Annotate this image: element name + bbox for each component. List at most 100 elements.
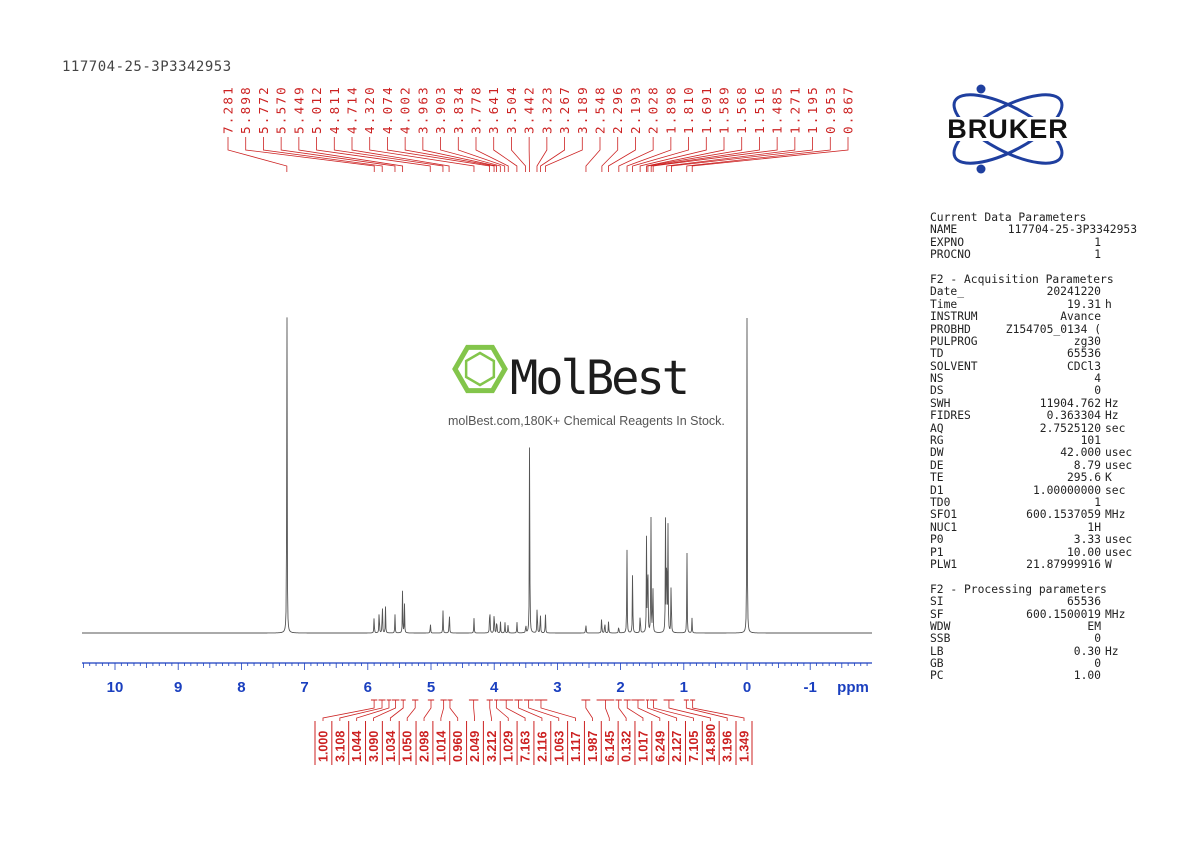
parameter-unit: Hz [1105, 409, 1119, 423]
integral-value: 7.163 [519, 731, 533, 762]
parameter-row: WDW EM [930, 619, 1145, 633]
parameter-value: 42.000 [1060, 446, 1101, 460]
integral-value: 1.987 [586, 731, 600, 762]
peak-label-leader [618, 137, 654, 172]
parameter-row: TD 65536 [930, 347, 1145, 360]
integral-value: 6.145 [603, 731, 617, 762]
peak-label-leader [585, 137, 601, 172]
integral-leader [637, 700, 661, 721]
parameter-key: INSTRUM [930, 310, 978, 324]
parameter-row: D1 1.00000000 sec [930, 483, 1145, 497]
integral-leader [339, 700, 383, 721]
parameter-key: NUC1 [930, 520, 958, 534]
peak-label: 3.834 [451, 85, 466, 134]
parameter-row: PC 1.00 [930, 669, 1145, 683]
integral-value: 1.349 [738, 731, 752, 762]
sample-name: 117704-25-3P3342953 [62, 59, 232, 75]
peak-label-leader [647, 137, 743, 172]
parameter-key: D1 [930, 483, 944, 497]
parameter-value: 0 [1094, 384, 1101, 398]
peak-label-leader [511, 137, 526, 172]
integral-leader [356, 700, 390, 721]
parameter-unit: h [1105, 297, 1112, 311]
parameter-row: SFO1 600.1537059 MHz [930, 508, 1145, 521]
integral-value: 3.108 [333, 731, 347, 762]
peak-label: 1.691 [699, 85, 714, 134]
peak-label: 0.867 [841, 85, 856, 134]
parameter-key: SI [930, 595, 944, 609]
tick-label: 9 [174, 679, 182, 696]
parameter-row: SF 600.1500019 MHz [930, 607, 1145, 621]
parameter-value: 10.00 [1066, 545, 1101, 559]
parameter-value: 2.7525120 [1039, 421, 1101, 435]
ppm-axis: 10 9 8 7 6 5 4 3 2 1 0 -1 ppm [82, 662, 872, 696]
parameter-key: DE [930, 458, 944, 472]
integral-leader [605, 700, 610, 721]
peak-label-leader [666, 137, 796, 172]
parameter-value: 1H [1087, 520, 1101, 534]
parameter-unit: usec [1105, 545, 1133, 559]
integral-value: 1.017 [636, 731, 650, 762]
spectrum-trace-group [82, 317, 872, 634]
parameter-value: Avance [1060, 310, 1101, 324]
integral-value: 3.196 [721, 731, 735, 762]
integral-leader [668, 700, 711, 721]
parameter-value: 1.00 [1073, 669, 1101, 683]
parameter-value: 1.00000000 [1032, 483, 1101, 497]
parameter-key: Time [930, 297, 958, 311]
peak-label-leader [652, 137, 778, 172]
parameter-row: TE 295.6 K [930, 471, 1145, 485]
peak-label-leader [387, 137, 490, 172]
parameter-unit: Hz [1105, 396, 1119, 410]
integral-leader [389, 700, 404, 721]
parameter-key: PROBHD [930, 322, 971, 336]
integral-leader [423, 700, 432, 721]
peak-label-leader [632, 137, 689, 172]
parameter-row: PROBHD Z154705_0134 ( [930, 322, 1145, 336]
parameter-value: 8.79 [1073, 458, 1101, 472]
peak-label-group: 7.281 5.898 5.772 5.570 5.449 5.012 4.811 4.714… [221, 85, 856, 172]
integral-value: 2.098 [418, 731, 432, 762]
parameter-unit: usec [1105, 458, 1133, 472]
integral-value: 1.063 [552, 731, 566, 762]
peak-label-leader [686, 137, 831, 172]
parameter-value: 295.6 [1066, 471, 1101, 485]
parameter-key: Date_ [930, 285, 965, 299]
parameter-section-title: Current Data Parameters [930, 211, 1087, 224]
peak-label: 1.485 [770, 85, 785, 134]
peak-label-leader [626, 137, 672, 172]
parameter-row: NS 4 [930, 372, 1145, 386]
peak-label-leader [493, 137, 518, 172]
integral-leader [373, 700, 397, 721]
peak-label-leader [475, 137, 509, 172]
peak-label: 1.898 [663, 85, 678, 134]
peak-label: 5.898 [238, 85, 253, 134]
parameter-key: AQ [930, 421, 944, 435]
parameter-value: 1 [1094, 235, 1101, 249]
parameter-section-title: F2 - Acquisition Parameters [930, 272, 1114, 286]
peak-label: 3.641 [486, 85, 501, 134]
peak-label-leader [545, 137, 583, 172]
tick-label: -1 [804, 679, 817, 696]
parameter-key: DW [930, 446, 944, 460]
integral-value: 2.116 [535, 731, 549, 762]
integral-leader [505, 700, 526, 721]
tick-label: 0 [743, 679, 751, 696]
parameter-row: FIDRES 0.363304 Hz [930, 409, 1145, 423]
parameter-key: WDW [930, 619, 951, 633]
parameter-value: 4 [1094, 372, 1101, 386]
parameter-spacer [930, 571, 1145, 583]
integral-value: 1.000 [317, 731, 331, 762]
parameter-row: TD0 1 [930, 496, 1145, 509]
peak-label-leader [646, 137, 725, 172]
svg-text:BRUKER: BRUKER [947, 114, 1069, 144]
parameter-value: 20241220 [1046, 285, 1101, 299]
parameter-unit: MHz [1105, 607, 1126, 621]
peak-label-leader [440, 137, 501, 172]
peak-label: 7.281 [221, 85, 236, 134]
parameter-value: 11904.762 [1039, 396, 1101, 410]
parameter-unit: sec [1105, 421, 1126, 435]
integral-leader [685, 700, 728, 721]
parameter-row: NUC1 1H [930, 520, 1145, 534]
